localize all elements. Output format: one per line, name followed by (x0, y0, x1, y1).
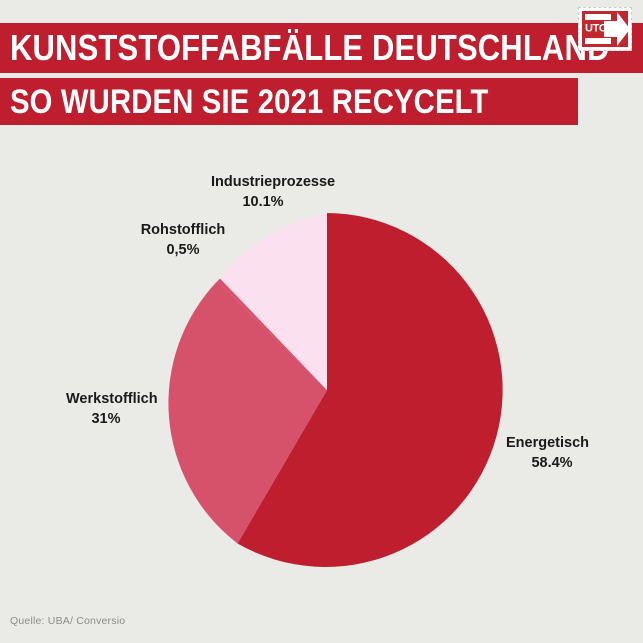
pie-label-rohstofflich-value: 0,5% (166, 241, 200, 258)
header: Kunststoffabfälle Deutschland So wurden … (0, 0, 643, 140)
pie-label-industrieprozesse-name: Industrieprozesse (211, 174, 336, 190)
page-title-line-1: Kunststoffabfälle Deutschland (10, 27, 610, 68)
logo-inner: UTOPIA (582, 11, 628, 47)
pie-label-werkstofflich: Werkstofflich 31% (66, 390, 158, 429)
source-note: Quelle: UBA/ Conversio (10, 615, 126, 627)
pie-label-rohstofflich: Rohstofflich 0,5% (135, 221, 231, 260)
pie-label-werkstofflich-name: Werkstofflich (66, 391, 158, 407)
pie-label-industrieprozesse-value: 10.1% (242, 193, 284, 210)
pie-label-rohstofflich-name: Rohstofflich (140, 222, 226, 238)
pie-chart-svg (168, 213, 503, 567)
title-bar-line-1: Kunststoffabfälle Deutschland (0, 23, 643, 73)
pie-label-industrieprozesse: Industrieprozesse 10.1% (211, 173, 336, 212)
pie-label-energetisch-value: 58.4% (531, 454, 573, 471)
title-bar-line-2: So wurden sie 2021 recycelt (0, 78, 579, 125)
pie-slice-industrieprozesse[interactable] (220, 213, 327, 390)
logo-bar-bottom (585, 38, 611, 44)
pie-label-energetisch-name: Energetisch (506, 435, 589, 451)
pie-label-energetisch: Energetisch 58.4% (506, 434, 616, 473)
pie-label-werkstofflich-value: 31% (91, 410, 121, 427)
pie-slice-energetisch[interactable] (237, 213, 503, 567)
pie-chart: Industrieprozesse 10.1% Rohstofflich 0,5… (0, 140, 643, 615)
pie-slice-rohstofflich[interactable] (217, 278, 327, 391)
utopia-logo[interactable]: UTOPIA (578, 7, 632, 51)
arrow-right-icon (604, 12, 628, 46)
page-title-line-2: So wurden sie 2021 recycelt (10, 82, 489, 121)
logo-bar-top (585, 14, 611, 20)
pie-slice-werkstofflich[interactable] (168, 281, 327, 544)
